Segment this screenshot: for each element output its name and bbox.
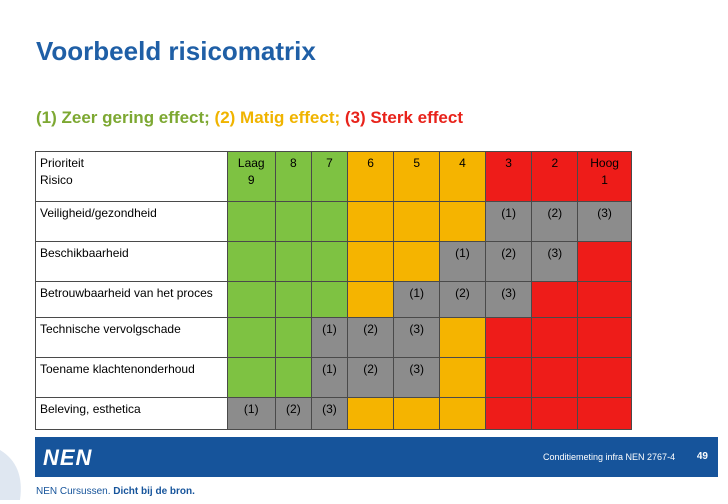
matrix-cell: (1) [439, 241, 486, 282]
matrix-cell: (3) [577, 201, 632, 242]
header-priority: Prioriteit [40, 156, 85, 170]
risk-matrix: Prioriteit Risico Laag 9 8 7 6 5 4 3 2 Ho… [35, 151, 632, 430]
matrix-cell [531, 397, 579, 430]
legend: (1) Zeer gering effect; (2) Matig effect… [36, 108, 463, 128]
matrix-cell: (3) [484, 281, 533, 318]
matrix-row: Veiligheid/gezondheid (1) (2) (3) [35, 201, 632, 242]
row-label: Beschikbaarheid [35, 241, 228, 282]
legend-high: (3) Sterk effect [344, 108, 464, 127]
matrix-cell [226, 201, 276, 242]
matrix-cell [439, 201, 486, 242]
matrix-cell [226, 357, 276, 398]
nen-logo: NEN [43, 445, 93, 470]
header-risk: Risico [40, 173, 73, 187]
matrix-cell: (1) [311, 317, 348, 358]
matrix-cell: (3) [531, 241, 579, 282]
matrix-cell: (2) [274, 397, 313, 430]
matrix-cell [311, 281, 348, 318]
matrix-cell [346, 241, 395, 282]
matrix-cell [226, 317, 276, 358]
matrix-cell [274, 201, 313, 242]
header-col: 8 [274, 151, 313, 202]
page-number: 49 [696, 451, 708, 462]
matrix-cell: (3) [393, 357, 441, 398]
legend-low: (1) Zeer gering effect; [36, 108, 210, 127]
header-col: Laag 9 [226, 151, 276, 202]
tagline: NEN Cursussen. Dicht bij de bron. [36, 486, 195, 497]
matrix-cell [531, 317, 579, 358]
header-col: 6 [346, 151, 395, 202]
matrix-cell [346, 281, 395, 318]
row-label: Betrouwbaarheid van het proces [35, 281, 228, 318]
matrix-cell: (1) [311, 357, 348, 398]
matrix-row: Toename klachtenonderhoud (1) (2) (3) [35, 357, 632, 398]
matrix-row: Beleving, esthetica (1) (2) (3) [35, 397, 632, 430]
matrix-header: Prioriteit Risico Laag 9 8 7 6 5 4 3 2 Ho… [35, 151, 632, 202]
matrix-body: Veiligheid/gezondheid (1) (2) (3) Beschikbaa… [35, 201, 632, 430]
matrix-cell [484, 397, 533, 430]
matrix-cell [577, 397, 632, 430]
matrix-cell [531, 281, 579, 318]
matrix-cell [393, 397, 441, 430]
matrix-cell [346, 397, 395, 430]
matrix-cell [393, 241, 441, 282]
tagline-brand: NEN Cursussen. [36, 486, 111, 497]
footer-text: Conditiemeting infra NEN 2767-4 [543, 452, 676, 462]
matrix-cell [274, 241, 313, 282]
matrix-cell: (3) [393, 317, 441, 358]
matrix-cell [577, 281, 632, 318]
row-label: Technische vervolgschade [35, 317, 228, 358]
matrix-cell [577, 241, 632, 282]
header-col: 3 [484, 151, 533, 202]
matrix-cell [311, 241, 348, 282]
header-label: Prioriteit Risico [35, 151, 228, 202]
header-col: Hoog 1 [577, 151, 632, 202]
matrix-cell [274, 357, 313, 398]
matrix-cell: (3) [311, 397, 348, 430]
matrix-cell [484, 317, 533, 358]
matrix-cell [226, 241, 276, 282]
matrix-cell [311, 201, 348, 242]
matrix-cell [226, 281, 276, 318]
matrix-cell [577, 357, 632, 398]
matrix-cell [439, 357, 486, 398]
matrix-cell: (2) [346, 357, 395, 398]
decorative-swoosh [0, 450, 21, 500]
matrix-cell [484, 357, 533, 398]
matrix-cell: (2) [484, 241, 533, 282]
legend-medium: (2) Matig effect; [214, 108, 341, 127]
row-label: Beleving, esthetica [35, 397, 228, 430]
matrix-row: Technische vervolgschade (1) (2) (3) [35, 317, 632, 358]
header-col: 5 [393, 151, 441, 202]
matrix-cell [346, 201, 395, 242]
matrix-cell: (2) [531, 201, 579, 242]
tagline-slogan: Dicht bij de bron. [113, 486, 195, 497]
matrix-cell: (1) [484, 201, 533, 242]
header-col: 7 [311, 151, 348, 202]
row-label: Veiligheid/gezondheid [35, 201, 228, 242]
matrix-cell: (2) [439, 281, 486, 318]
page-title: Voorbeeld risicomatrix [36, 36, 316, 66]
footer-bar: NEN Conditiemeting infra NEN 2767-4 49 [35, 437, 718, 477]
matrix-cell [439, 317, 486, 358]
matrix-cell [393, 201, 441, 242]
matrix-cell: (2) [346, 317, 395, 358]
matrix-cell: (1) [226, 397, 276, 430]
matrix-row: Beschikbaarheid (1) (2) (3) [35, 241, 632, 282]
header-col: 4 [439, 151, 486, 202]
row-label: Toename klachtenonderhoud [35, 357, 228, 398]
matrix-cell [577, 317, 632, 358]
matrix-cell [274, 281, 313, 318]
matrix-cell [439, 397, 486, 430]
matrix-cell [531, 357, 579, 398]
matrix-cell: (1) [393, 281, 441, 318]
header-col: 2 [531, 151, 579, 202]
matrix-row: Betrouwbaarheid van het proces (1) (2) (3) [35, 281, 632, 318]
matrix-cell [274, 317, 313, 358]
